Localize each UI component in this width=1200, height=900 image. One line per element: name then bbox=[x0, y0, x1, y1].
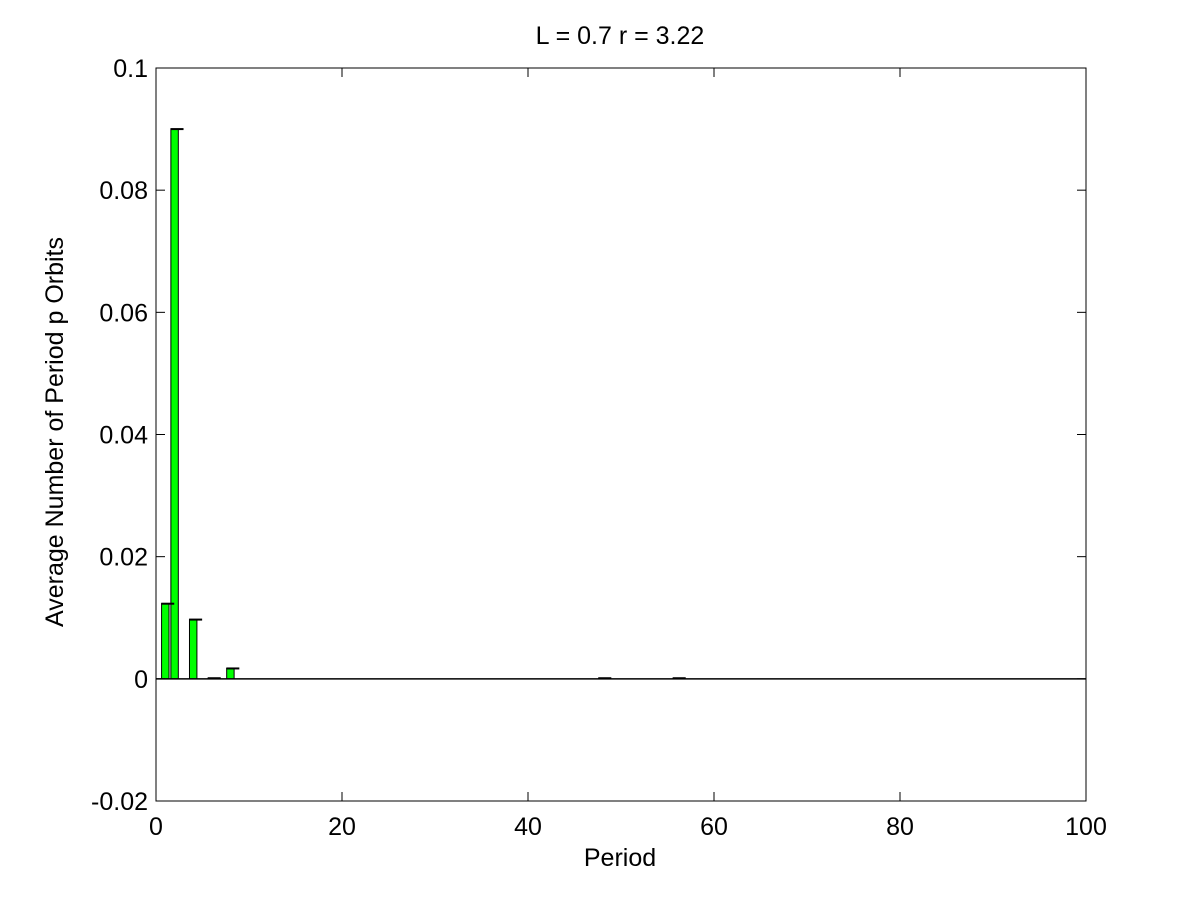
y-axis-label: Average Number of Period p Orbits bbox=[41, 237, 69, 627]
x-tick-labels: 0 20 40 60 80 100 bbox=[149, 813, 1107, 841]
x-tick-label: 40 bbox=[514, 813, 542, 841]
y-tick-label: 0.1 bbox=[113, 55, 148, 83]
ticks-layer bbox=[155, 67, 1087, 802]
x-tick-label: 0 bbox=[149, 813, 163, 841]
y-tick-labels: -0.02 0 0.02 0.04 0.06 0.08 0.1 bbox=[91, 55, 148, 816]
plot-area bbox=[156, 68, 1086, 801]
x-tick-label: 60 bbox=[700, 813, 728, 841]
y-tick-label: 0 bbox=[134, 666, 148, 694]
bar-period-2 bbox=[170, 128, 179, 680]
y-tick-label: 0.02 bbox=[99, 544, 148, 572]
y-tick-label: -0.02 bbox=[91, 788, 148, 816]
bar-period-4 bbox=[188, 619, 198, 680]
y-tick-label: 0.06 bbox=[99, 299, 148, 327]
y-tick-label: 0.04 bbox=[99, 422, 148, 450]
x-tick-label: 100 bbox=[1065, 813, 1107, 841]
x-tick-label: 20 bbox=[328, 813, 356, 841]
x-tick-label: 80 bbox=[886, 813, 914, 841]
chart-title: L = 0.7 r = 3.22 bbox=[536, 22, 705, 50]
bar-period-8 bbox=[226, 667, 235, 680]
y-tick-label: 0.08 bbox=[99, 177, 148, 205]
x-axis-label: Period bbox=[584, 844, 656, 872]
bar-period-1 bbox=[161, 603, 170, 680]
